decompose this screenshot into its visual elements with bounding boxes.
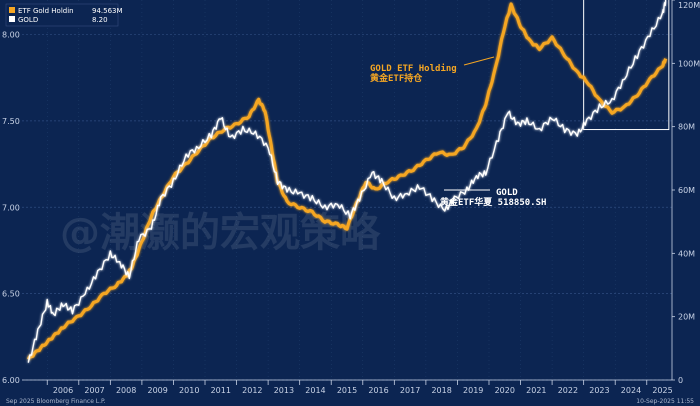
legend-label-gold: GOLD: [18, 16, 38, 24]
right-tick-label: 40M: [678, 249, 695, 258]
gold-annotation-subtitle: 黄金ETF持仓: [370, 72, 423, 84]
left-tick-label: 6.50: [2, 290, 20, 299]
x-tick-label: 2019: [463, 386, 483, 395]
watermark: @潮灏的宏观策略: [60, 210, 381, 256]
right-tick-label: 100M: [678, 59, 700, 68]
right-tick-label: 120M: [678, 1, 700, 10]
gridlines: [22, 0, 672, 381]
x-tick-label: 2013: [274, 386, 294, 395]
x-tick-label: 2014: [305, 386, 325, 395]
x-axis: 2006 2007 2008 2009 2010 2011 2012 2013 2014 2015…: [22, 379, 673, 395]
x-tick-label: 2020: [495, 386, 515, 395]
x-tick-label: 2009: [147, 386, 167, 395]
x-tick-label: 2012: [242, 386, 262, 395]
right-tick-label: 80M: [678, 123, 695, 132]
x-tick-label: 2017: [400, 386, 420, 395]
legend-swatch-gold-etf: [9, 7, 15, 13]
x-tick-label: 2011: [211, 386, 231, 395]
legend-value-gold: 8.20: [92, 16, 108, 24]
footer-date: 10-Sep-2025 11:55: [636, 398, 694, 405]
x-tick-label: 2023: [589, 386, 609, 395]
x-tick-label: 2021: [526, 386, 546, 395]
x-tick-label: 2022: [558, 386, 578, 395]
series-line-gold: [27, 0, 667, 363]
gold-annotation-title: GOLD ETF Holding: [370, 63, 457, 74]
highlight-box: [583, 0, 670, 131]
footer-source: Sep 2025 Bloomberg Finance L.P.: [6, 398, 106, 405]
x-tick-label: 2025: [652, 386, 672, 395]
x-tick-label: 2024: [621, 386, 641, 395]
white-annotation-subtitle: 黄金ETF华夏 518850.SH: [440, 196, 546, 208]
legend-value-gold-etf: 94.563M: [92, 7, 123, 15]
x-tick-label: 2018: [431, 386, 451, 395]
left-tick-label: 6.00: [2, 376, 20, 385]
left-tick-label: 8.00: [2, 31, 20, 40]
x-tick-label: 2016: [368, 386, 388, 395]
right-tick-label: 0: [678, 376, 683, 385]
legend: ETF Gold Holdin 94.563M GOLD 8.20: [5, 3, 123, 27]
x-tick-label: 2015: [337, 386, 357, 395]
left-tick-label: 7.50: [2, 117, 20, 126]
x-tick-label: 2010: [179, 386, 199, 395]
gold-annotation-leader: [463, 56, 495, 66]
right-tick-label: 60M: [678, 186, 695, 195]
series-lines: [26, 0, 668, 363]
left-axis: 6.00 6.50 7.00 7.50 8.00: [2, 31, 20, 385]
x-tick-label: 2006: [53, 386, 73, 395]
right-axis: 0 20M 40M 60M 80M 100M 120M: [671, 0, 700, 385]
series-line-gold-etf-holding: [26, 2, 668, 361]
x-tick-label: 2008: [116, 386, 136, 395]
legend-swatch-gold: [9, 16, 15, 22]
white-annotation-title: GOLD: [496, 188, 518, 198]
right-tick-label: 20M: [678, 313, 695, 322]
left-tick-label: 7.00: [2, 203, 20, 212]
legend-label-gold-etf: ETF Gold Holdin: [18, 7, 74, 15]
x-tick-label: 2007: [84, 386, 104, 395]
